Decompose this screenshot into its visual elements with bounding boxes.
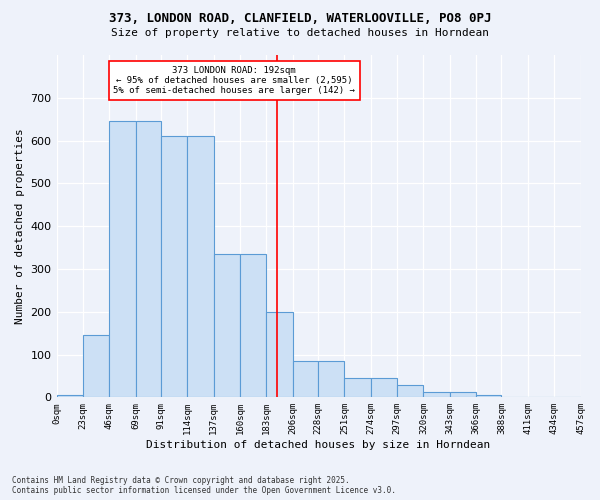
Bar xyxy=(424,392,450,398)
Text: Size of property relative to detached houses in Horndean: Size of property relative to detached ho… xyxy=(111,28,489,38)
Bar xyxy=(266,312,293,398)
Bar xyxy=(293,361,318,398)
Bar xyxy=(397,386,424,398)
Bar xyxy=(187,136,214,398)
Bar xyxy=(450,392,476,398)
Bar xyxy=(476,395,502,398)
Bar xyxy=(240,254,266,398)
Bar xyxy=(371,378,397,398)
Bar xyxy=(318,361,344,398)
Bar xyxy=(581,396,600,398)
Y-axis label: Number of detached properties: Number of detached properties xyxy=(15,128,25,324)
Text: 373, LONDON ROAD, CLANFIELD, WATERLOOVILLE, PO8 0PJ: 373, LONDON ROAD, CLANFIELD, WATERLOOVIL… xyxy=(109,12,491,26)
Bar xyxy=(109,122,136,398)
Bar xyxy=(161,136,187,398)
Bar xyxy=(136,122,161,398)
Text: 373 LONDON ROAD: 192sqm
← 95% of detached houses are smaller (2,595)
5% of semi-: 373 LONDON ROAD: 192sqm ← 95% of detache… xyxy=(113,66,355,96)
Bar xyxy=(214,254,240,398)
Bar xyxy=(56,395,83,398)
Text: Contains HM Land Registry data © Crown copyright and database right 2025.
Contai: Contains HM Land Registry data © Crown c… xyxy=(12,476,396,495)
Bar xyxy=(83,336,109,398)
X-axis label: Distribution of detached houses by size in Horndean: Distribution of detached houses by size … xyxy=(146,440,491,450)
Bar xyxy=(344,378,371,398)
